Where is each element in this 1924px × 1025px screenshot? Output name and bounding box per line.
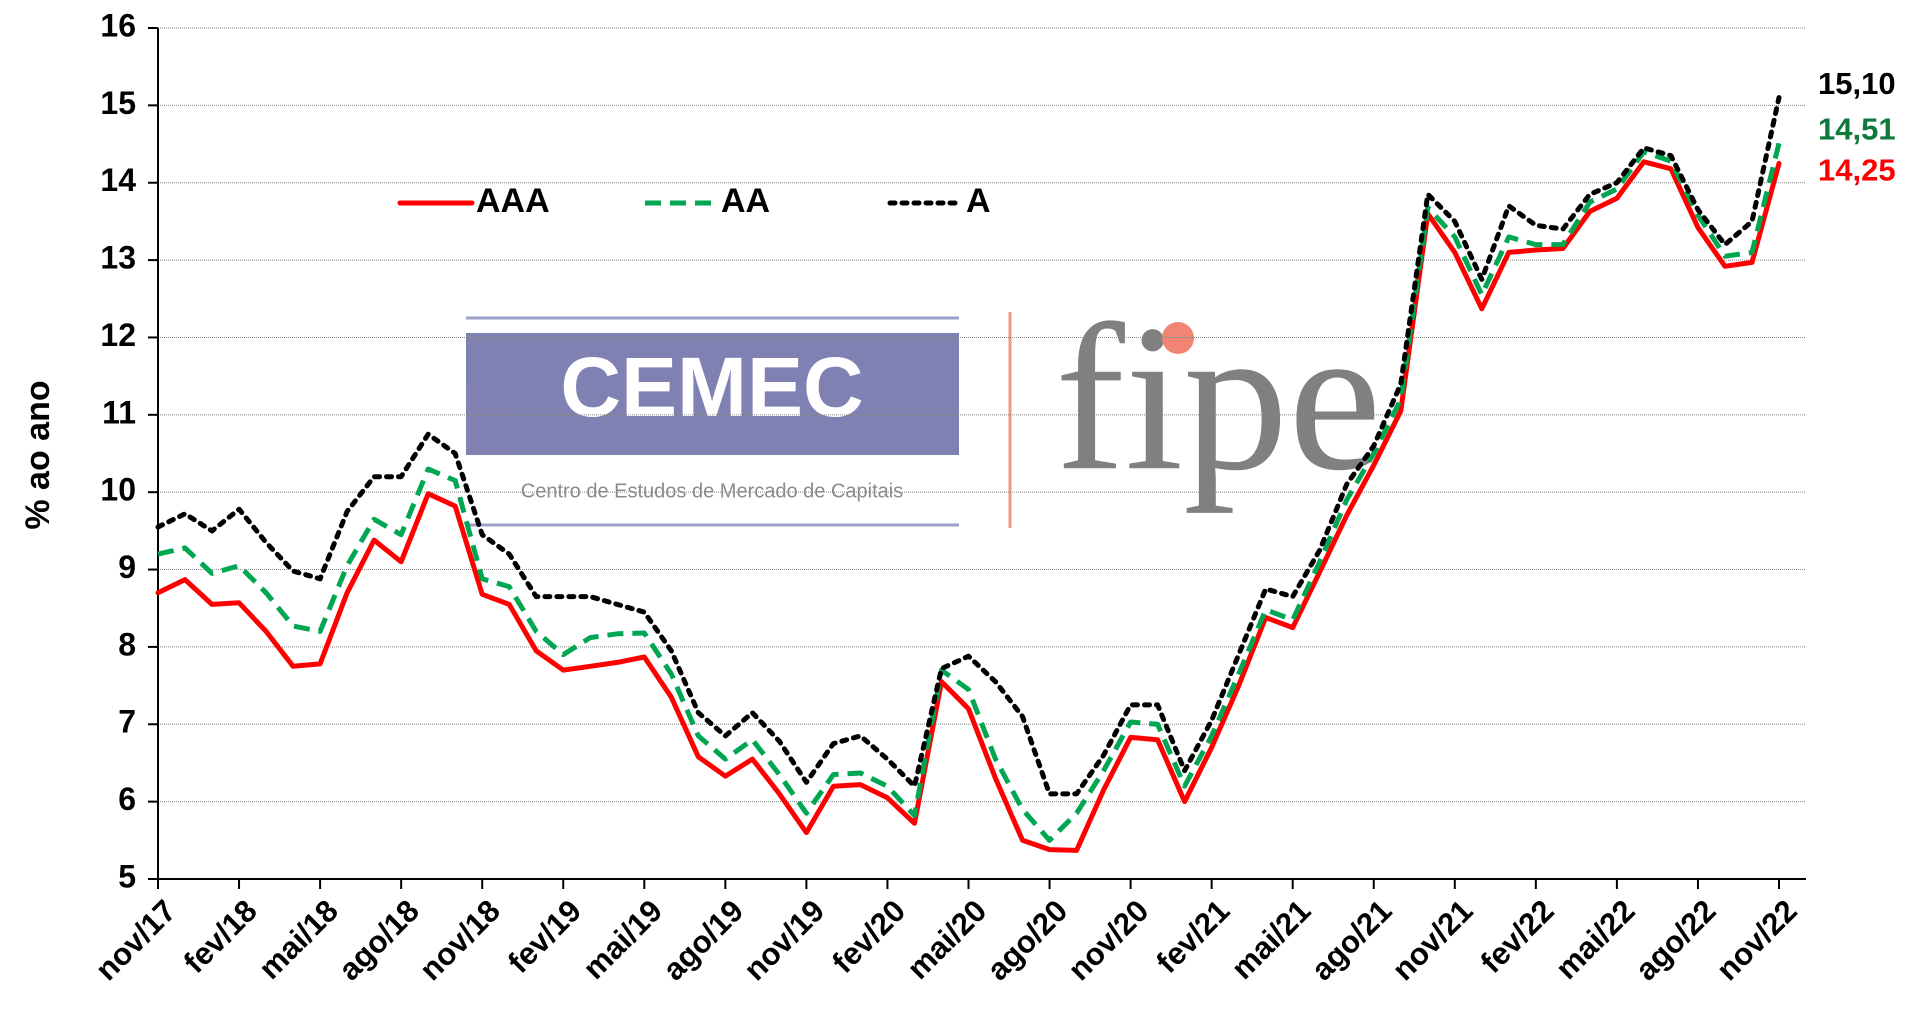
value-label: 15,10 [1818, 66, 1896, 101]
x-tick-label: mai/19 [576, 893, 669, 986]
series-line [157, 142, 1782, 843]
legend-label: AA [721, 182, 770, 220]
x-tick-label: fev/21 [1149, 893, 1236, 980]
x-tick-label: fev/19 [501, 893, 588, 980]
y-tick-label: 14 [100, 162, 136, 198]
legend-label: AAA [476, 182, 550, 220]
logo-box [466, 333, 959, 455]
y-tick-label: 13 [100, 240, 136, 276]
x-tick-label: nov/19 [737, 893, 831, 987]
x-tick-label: ago/20 [980, 893, 1074, 987]
y-tick-label: 7 [118, 704, 136, 740]
value-label: 14,25 [1818, 152, 1896, 187]
x-tick-label: mai/22 [1549, 893, 1642, 986]
x-tick-label: mai/18 [252, 893, 345, 986]
x-tick-label: nov/17 [89, 893, 183, 987]
logo-dot [1162, 322, 1194, 354]
x-tick-label: fev/20 [825, 893, 912, 980]
x-tick-label: ago/18 [332, 893, 426, 987]
y-tick-label: 10 [100, 472, 136, 508]
legend-label: A [966, 182, 991, 220]
y-tick-label: 15 [100, 85, 136, 121]
x-tick-label: fev/18 [177, 893, 264, 980]
logo-subtitle: Centro de Estudos de Mercado de Capitais [521, 480, 903, 502]
x-tick-label: nov/21 [1385, 893, 1479, 987]
y-tick-label: 5 [118, 858, 136, 894]
y-tick-label: 11 [102, 394, 136, 430]
y-tick-label: 12 [100, 317, 136, 353]
x-tick-label: nov/20 [1061, 893, 1155, 987]
x-tick-label: nov/18 [413, 893, 507, 987]
logo-name: CEMEC [560, 340, 863, 434]
x-tick-label: ago/21 [1304, 893, 1398, 987]
logo-partner: fipe [1055, 282, 1381, 514]
x-tick-label: mai/21 [1224, 893, 1317, 986]
y-tick-label: 8 [118, 626, 136, 662]
x-tick-label: mai/20 [900, 893, 993, 986]
value-label: 14,51 [1818, 111, 1896, 146]
x-tick-label: nov/22 [1710, 893, 1804, 987]
x-tick-label: ago/19 [656, 893, 750, 987]
watermark: CEMEC Centro de Estudos de Mercado de Ca… [466, 282, 1381, 528]
x-tick-label: ago/22 [1628, 893, 1722, 987]
series-line [155, 95, 1782, 797]
series-line [155, 159, 1782, 853]
y-tick-label: 16 [100, 7, 136, 43]
y-axis-label: % ao ano [19, 380, 57, 529]
y-tick-label: 6 [118, 781, 136, 817]
x-tick-label: fev/22 [1474, 893, 1561, 980]
y-tick-label: 9 [118, 549, 136, 585]
